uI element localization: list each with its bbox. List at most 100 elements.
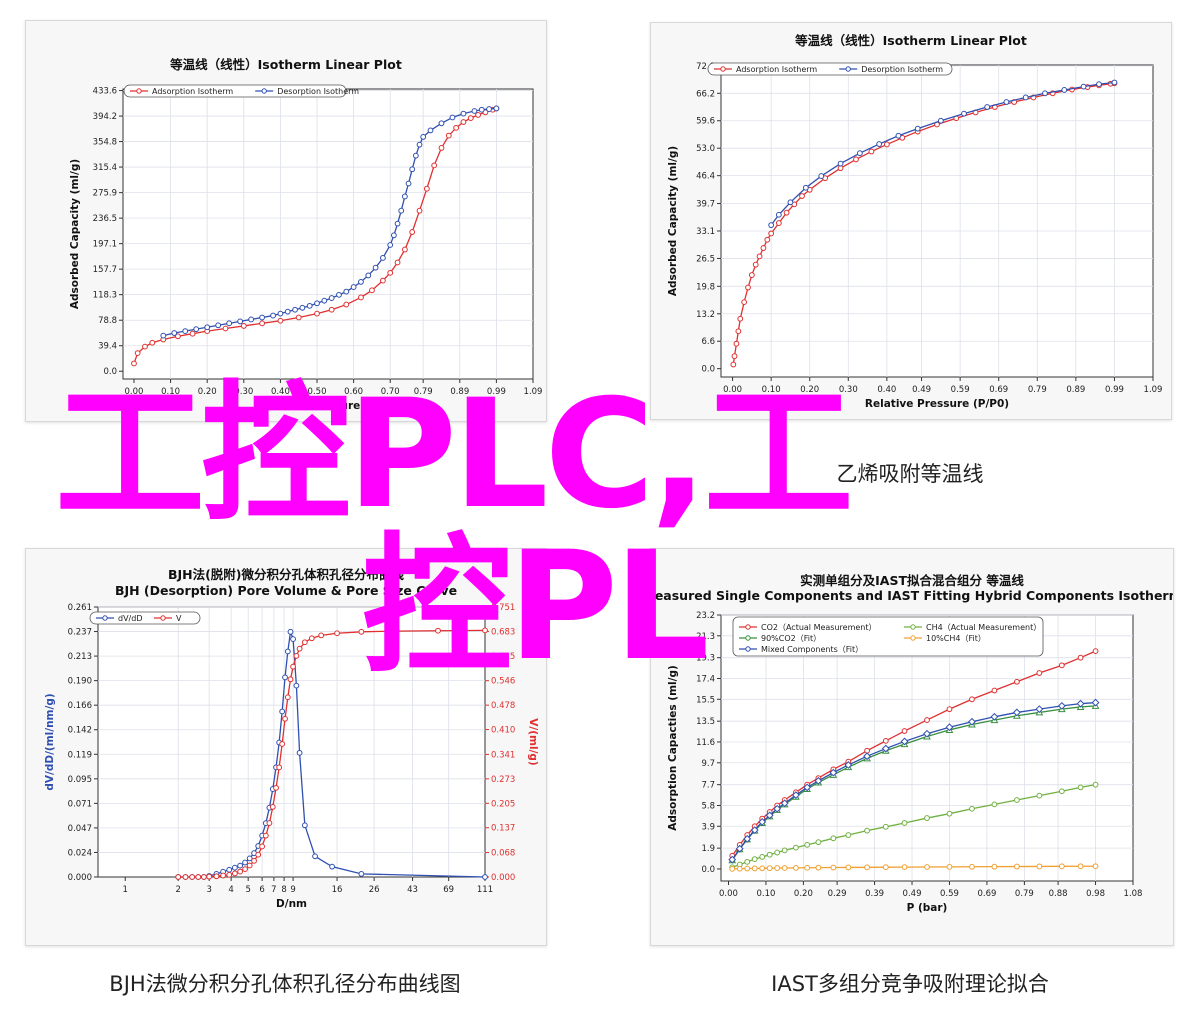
data-point (287, 676, 294, 683)
x-tick-label: 0.49 (912, 385, 931, 395)
y-tick-label: 0.024 (68, 848, 92, 858)
data-point (1057, 701, 1066, 710)
data-point (868, 148, 875, 155)
data-point (760, 245, 767, 251)
data-point (737, 315, 744, 322)
data-point (423, 185, 430, 192)
data-point (290, 636, 296, 642)
y-tick-label: 53.0 (696, 144, 715, 154)
x-tick-label: 69 (443, 885, 454, 895)
data-point (431, 162, 438, 169)
data-point (759, 854, 766, 860)
chart-title: 等温线（线性）Isotherm Linear Plot (169, 57, 402, 72)
data-point (984, 104, 991, 110)
data-point (279, 741, 286, 747)
data-point (204, 324, 211, 331)
data-point (946, 863, 953, 870)
data-point (296, 645, 303, 652)
data-point (991, 687, 998, 694)
data-point (745, 284, 751, 291)
data-point (783, 209, 790, 216)
data-point (416, 207, 423, 214)
data-point (416, 141, 423, 148)
x-tick-label: 0.40 (877, 385, 896, 395)
watermark-line-1: 工控PLC,工 (55, 368, 854, 542)
data-point (394, 220, 401, 227)
x-tick-label: 2 (175, 885, 180, 895)
data-point (387, 242, 394, 248)
data-point (242, 866, 248, 872)
data-point (937, 117, 944, 124)
data-point (295, 314, 302, 321)
data-point (409, 229, 416, 235)
data-point (845, 832, 852, 838)
data-point (758, 817, 767, 826)
x-tick-label: 0.99 (1105, 385, 1124, 395)
y-axis-label: Adsorption Capacties (ml/g) (667, 665, 679, 831)
data-point (240, 323, 247, 329)
watermark-line-2: 控PL (362, 520, 710, 694)
y-tick-label: 0.142 (68, 726, 92, 736)
data-point (844, 761, 853, 769)
legend-label-ch4-actual-measurement: CH4（Actual Measurement） (926, 623, 1041, 632)
y-right-tick-label: 0.205 (491, 799, 515, 809)
data-point (358, 279, 364, 285)
x-axis-label: Relative Pressure (P/P0) (865, 398, 1009, 410)
x-tick-label: 0.40 (271, 387, 290, 397)
data-point (1036, 792, 1043, 799)
data-point (380, 277, 386, 284)
y-right-tick-label: 0.410 (491, 726, 515, 736)
plot-area (720, 614, 1134, 882)
y-axis-right-label: V/(ml/g) (527, 718, 539, 765)
data-point (901, 820, 908, 826)
chart-title: 等温线（线性）Isotherm Linear Plot (794, 33, 1027, 48)
y-tick-label: 0.213 (68, 652, 92, 662)
data-point (409, 166, 416, 173)
y-tick-label: 0.0 (103, 367, 117, 377)
data-point (259, 320, 266, 327)
data-point (318, 632, 325, 639)
data-point (175, 333, 181, 340)
data-point (924, 864, 930, 870)
data-point (215, 322, 222, 329)
data-point (969, 696, 975, 703)
x-tick-label: 0.39 (865, 889, 884, 899)
data-point (401, 193, 408, 200)
data-point (350, 284, 357, 290)
x-tick-label: 9 (290, 885, 295, 895)
data-point (486, 106, 492, 112)
legend-marker (261, 88, 267, 94)
legend-marker (745, 624, 751, 630)
x-tick-label: 6 (259, 885, 264, 895)
x-tick-label: 3 (206, 885, 211, 895)
data-point (775, 211, 782, 218)
legend-label-desorption-isotherm: Desorption Isotherm (861, 65, 943, 74)
data-point (284, 694, 291, 701)
chart-title: BJH法(脱附)微分积分孔体积孔径分布曲线 (168, 567, 405, 582)
data-point (1092, 781, 1099, 788)
data-point (923, 729, 931, 738)
data-point (818, 173, 825, 179)
data-point (314, 310, 320, 317)
y-tick-label: 23.2 (696, 611, 715, 621)
data-point (449, 114, 456, 121)
x-tick-label: 0.00 (125, 387, 144, 397)
data-point (226, 871, 233, 878)
data-point (358, 294, 364, 301)
x-tick-label: 0.30 (234, 387, 253, 397)
x-tick-label: 0.00 (719, 889, 738, 899)
data-point (292, 306, 298, 313)
data-point (246, 855, 253, 862)
data-point (301, 822, 308, 829)
caption-bjh: BJH法微分积分孔体积孔径分布曲线图 (109, 972, 461, 996)
legend-box (732, 616, 1044, 657)
y-tick-label: 0.071 (68, 799, 92, 809)
data-point (255, 851, 262, 858)
data-point (182, 328, 189, 334)
data-point (493, 105, 500, 112)
data-point (189, 330, 196, 337)
y-tick-label: 275.9 (93, 189, 117, 199)
data-point (837, 160, 844, 167)
data-point (883, 141, 890, 148)
